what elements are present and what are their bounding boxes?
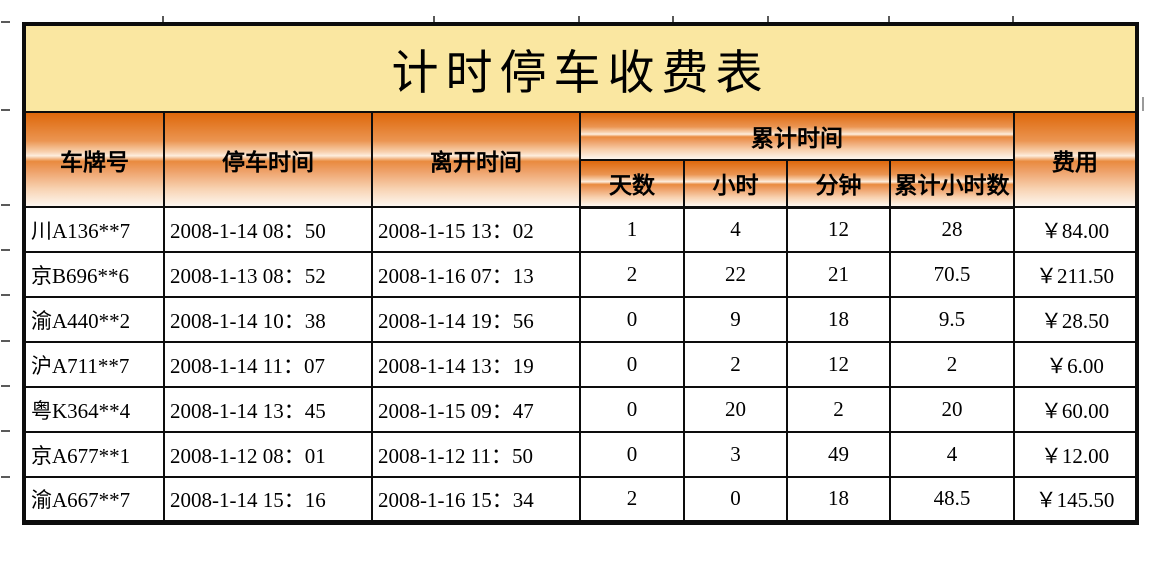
- gridline-stub: [578, 16, 580, 22]
- days-cell[interactable]: 2: [579, 476, 685, 523]
- hours-cell[interactable]: 22: [683, 251, 788, 298]
- hours-cell[interactable]: 2: [683, 341, 788, 388]
- table-row: 渝A440**2 2008-1-14 10：38 2008-1-14 19：56…: [23, 296, 1138, 343]
- fee-cell[interactable]: ￥84.00: [1013, 206, 1138, 253]
- plate-cell[interactable]: 京B696**6: [23, 251, 165, 298]
- gridline-stub: [433, 16, 435, 22]
- table-row: 粤K364**4 2008-1-14 13：45 2008-1-15 09：47…: [23, 386, 1138, 433]
- gridline-stub: [672, 16, 674, 22]
- leave-time-cell[interactable]: 2008-1-15 13：02: [371, 206, 581, 253]
- header-minutes[interactable]: 分钟: [786, 159, 891, 209]
- minutes-cell[interactable]: 21: [786, 251, 891, 298]
- minutes-cell[interactable]: 2: [786, 386, 891, 433]
- table-row: 沪A711**7 2008-1-14 11：07 2008-1-14 13：19…: [23, 341, 1138, 388]
- minutes-cell[interactable]: 18: [786, 296, 891, 343]
- hours-cell[interactable]: 4: [683, 206, 788, 253]
- park-time-cell[interactable]: 2008-1-14 08：50: [163, 206, 373, 253]
- gridline-stub: [162, 16, 164, 22]
- total-hours-cell[interactable]: 20: [889, 386, 1015, 433]
- leave-time-cell[interactable]: 2008-1-12 11：50: [371, 431, 581, 478]
- plate-cell[interactable]: 渝A440**2: [23, 296, 165, 343]
- plate-cell[interactable]: 渝A667**7: [23, 476, 165, 523]
- days-cell[interactable]: 0: [579, 296, 685, 343]
- header-leave-time[interactable]: 离开时间: [371, 111, 581, 208]
- hours-cell[interactable]: 20: [683, 386, 788, 433]
- days-cell[interactable]: 2: [579, 251, 685, 298]
- minutes-cell[interactable]: 49: [786, 431, 891, 478]
- header-total-hours[interactable]: 累计小时数: [889, 159, 1015, 209]
- total-hours-cell[interactable]: 9.5: [889, 296, 1015, 343]
- table-row: 渝A667**7 2008-1-14 15：16 2008-1-16 15：34…: [23, 476, 1138, 523]
- header-hours[interactable]: 小时: [683, 159, 788, 209]
- gridline-stub: [1142, 97, 1144, 111]
- plate-cell[interactable]: 京A677**1: [23, 431, 165, 478]
- fee-cell[interactable]: ￥6.00: [1013, 341, 1138, 388]
- leave-time-cell[interactable]: 2008-1-14 19：56: [371, 296, 581, 343]
- leave-time-cell[interactable]: 2008-1-15 09：47: [371, 386, 581, 433]
- park-time-cell[interactable]: 2008-1-14 11：07: [163, 341, 373, 388]
- plate-cell[interactable]: 沪A711**7: [23, 341, 165, 388]
- days-cell[interactable]: 0: [579, 431, 685, 478]
- header-fee[interactable]: 费用: [1013, 111, 1138, 208]
- gridline-stub: [1, 476, 10, 478]
- gridline-stub: [1, 340, 10, 342]
- fee-cell[interactable]: ￥60.00: [1013, 386, 1138, 433]
- gridline-stub: [1, 109, 10, 111]
- gridline-stub: [1, 204, 10, 206]
- fee-cell[interactable]: ￥145.50: [1013, 476, 1138, 523]
- leave-time-cell[interactable]: 2008-1-14 13：19: [371, 341, 581, 388]
- hours-cell[interactable]: 0: [683, 476, 788, 523]
- days-cell[interactable]: 0: [579, 341, 685, 388]
- parking-fee-table: 计时停车收费表 车牌号 停车时间 离开时间 累计时间 费用 天数 小时 分钟 累…: [22, 22, 1139, 525]
- parking-fee-sheet: 计时停车收费表 车牌号 停车时间 离开时间 累计时间 费用 天数 小时 分钟 累…: [22, 22, 1139, 525]
- gridline-stub: [1, 21, 10, 23]
- minutes-cell[interactable]: 18: [786, 476, 891, 523]
- park-time-cell[interactable]: 2008-1-14 10：38: [163, 296, 373, 343]
- total-hours-cell[interactable]: 4: [889, 431, 1015, 478]
- hours-cell[interactable]: 9: [683, 296, 788, 343]
- minutes-cell[interactable]: 12: [786, 341, 891, 388]
- gridline-stub: [767, 16, 769, 22]
- fee-cell[interactable]: ￥12.00: [1013, 431, 1138, 478]
- fee-cell[interactable]: ￥28.50: [1013, 296, 1138, 343]
- table-row: 京B696**6 2008-1-13 08：52 2008-1-16 07：13…: [23, 251, 1138, 298]
- table-row: 川A136**7 2008-1-14 08：50 2008-1-15 13：02…: [23, 206, 1138, 253]
- total-hours-cell[interactable]: 2: [889, 341, 1015, 388]
- leave-time-cell[interactable]: 2008-1-16 07：13: [371, 251, 581, 298]
- plate-cell[interactable]: 粤K364**4: [23, 386, 165, 433]
- total-hours-cell[interactable]: 70.5: [889, 251, 1015, 298]
- park-time-cell[interactable]: 2008-1-14 15：16: [163, 476, 373, 523]
- header-days[interactable]: 天数: [579, 159, 685, 209]
- hours-cell[interactable]: 3: [683, 431, 788, 478]
- gridline-stub: [1012, 16, 1014, 22]
- park-time-cell[interactable]: 2008-1-12 08：01: [163, 431, 373, 478]
- gridline-stub: [1, 430, 10, 432]
- header-cumulative-time-group[interactable]: 累计时间: [579, 111, 1015, 161]
- days-cell[interactable]: 0: [579, 386, 685, 433]
- park-time-cell[interactable]: 2008-1-13 08：52: [163, 251, 373, 298]
- minutes-cell[interactable]: 12: [786, 206, 891, 253]
- total-hours-cell[interactable]: 28: [889, 206, 1015, 253]
- leave-time-cell[interactable]: 2008-1-16 15：34: [371, 476, 581, 523]
- gridline-stub: [1, 249, 10, 251]
- gridline-stub: [1, 385, 10, 387]
- table-row: 京A677**1 2008-1-12 08：01 2008-1-12 11：50…: [23, 431, 1138, 478]
- total-hours-cell[interactable]: 48.5: [889, 476, 1015, 523]
- days-cell[interactable]: 1: [579, 206, 685, 253]
- header-plate[interactable]: 车牌号: [23, 111, 165, 208]
- park-time-cell[interactable]: 2008-1-14 13：45: [163, 386, 373, 433]
- gridline-stub: [1, 294, 10, 296]
- plate-cell[interactable]: 川A136**7: [23, 206, 165, 253]
- gridline-stub: [888, 16, 890, 22]
- header-park-time[interactable]: 停车时间: [163, 111, 373, 208]
- fee-cell[interactable]: ￥211.50: [1013, 251, 1138, 298]
- page-title[interactable]: 计时停车收费表: [23, 23, 1138, 113]
